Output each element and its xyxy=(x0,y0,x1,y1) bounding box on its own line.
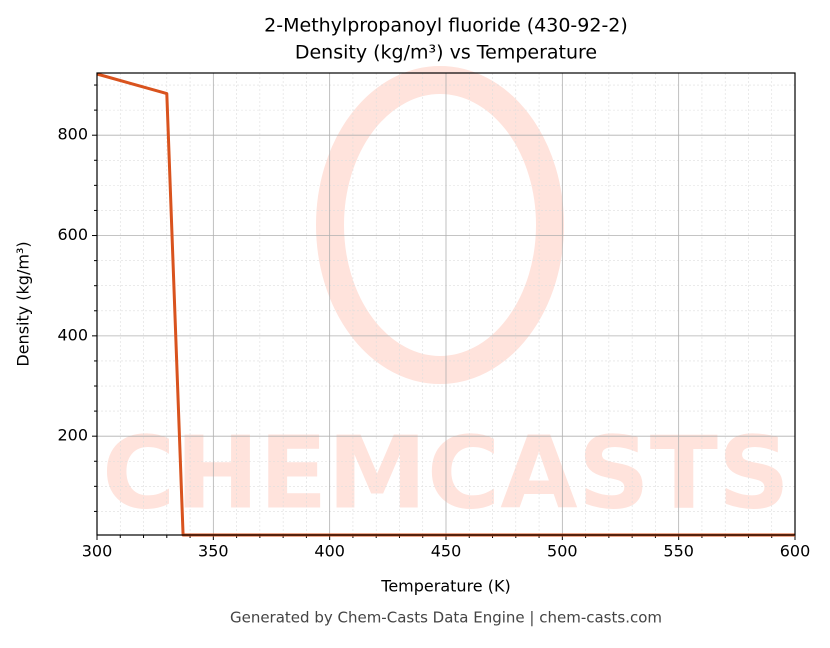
x-tick-label: 350 xyxy=(198,542,229,561)
x-tick-label: 450 xyxy=(431,542,462,561)
y-axis-label: Density (kg/m³) xyxy=(14,241,33,366)
chart-title: 2-Methylpropanoyl fluoride (430-92-2) xyxy=(264,15,628,37)
x-tick-label: 400 xyxy=(314,542,345,561)
x-tick-label: 550 xyxy=(663,542,694,561)
x-tick-label: 600 xyxy=(780,542,811,561)
footer: Generated by Chem-Casts Data Engine | ch… xyxy=(230,609,662,627)
x-tick-label: 300 xyxy=(82,542,113,561)
y-tick-label: 800 xyxy=(57,125,88,144)
plot-frame xyxy=(96,72,796,536)
chart-subtitle: Density (kg/m³) vs Temperature xyxy=(295,42,597,64)
x-axis-label: Temperature (K) xyxy=(380,577,510,596)
y-tick-label: 400 xyxy=(57,325,88,344)
y-tick-label: 200 xyxy=(57,426,88,445)
x-tick-label: 500 xyxy=(547,542,578,561)
y-tick-label: 600 xyxy=(57,225,88,244)
